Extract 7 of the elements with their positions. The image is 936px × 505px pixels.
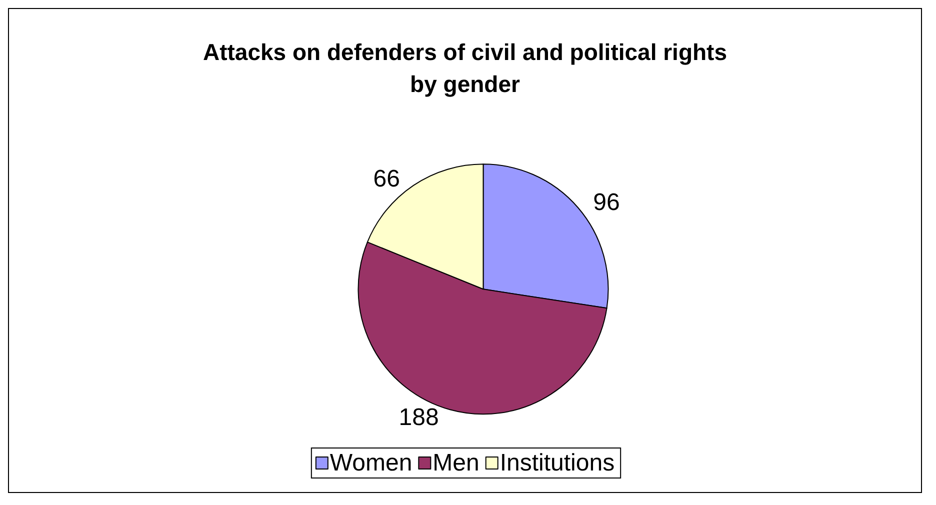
chart-title: Attacks on defenders of civil and political rights by gender [203, 39, 727, 97]
data-label: 96 [593, 189, 620, 216]
legend-label: Women [330, 450, 412, 476]
legend-label: Men [432, 450, 480, 476]
legend-label: Institutions [500, 450, 615, 476]
data-label: 66 [373, 165, 400, 192]
data-label: 188 [398, 404, 439, 431]
